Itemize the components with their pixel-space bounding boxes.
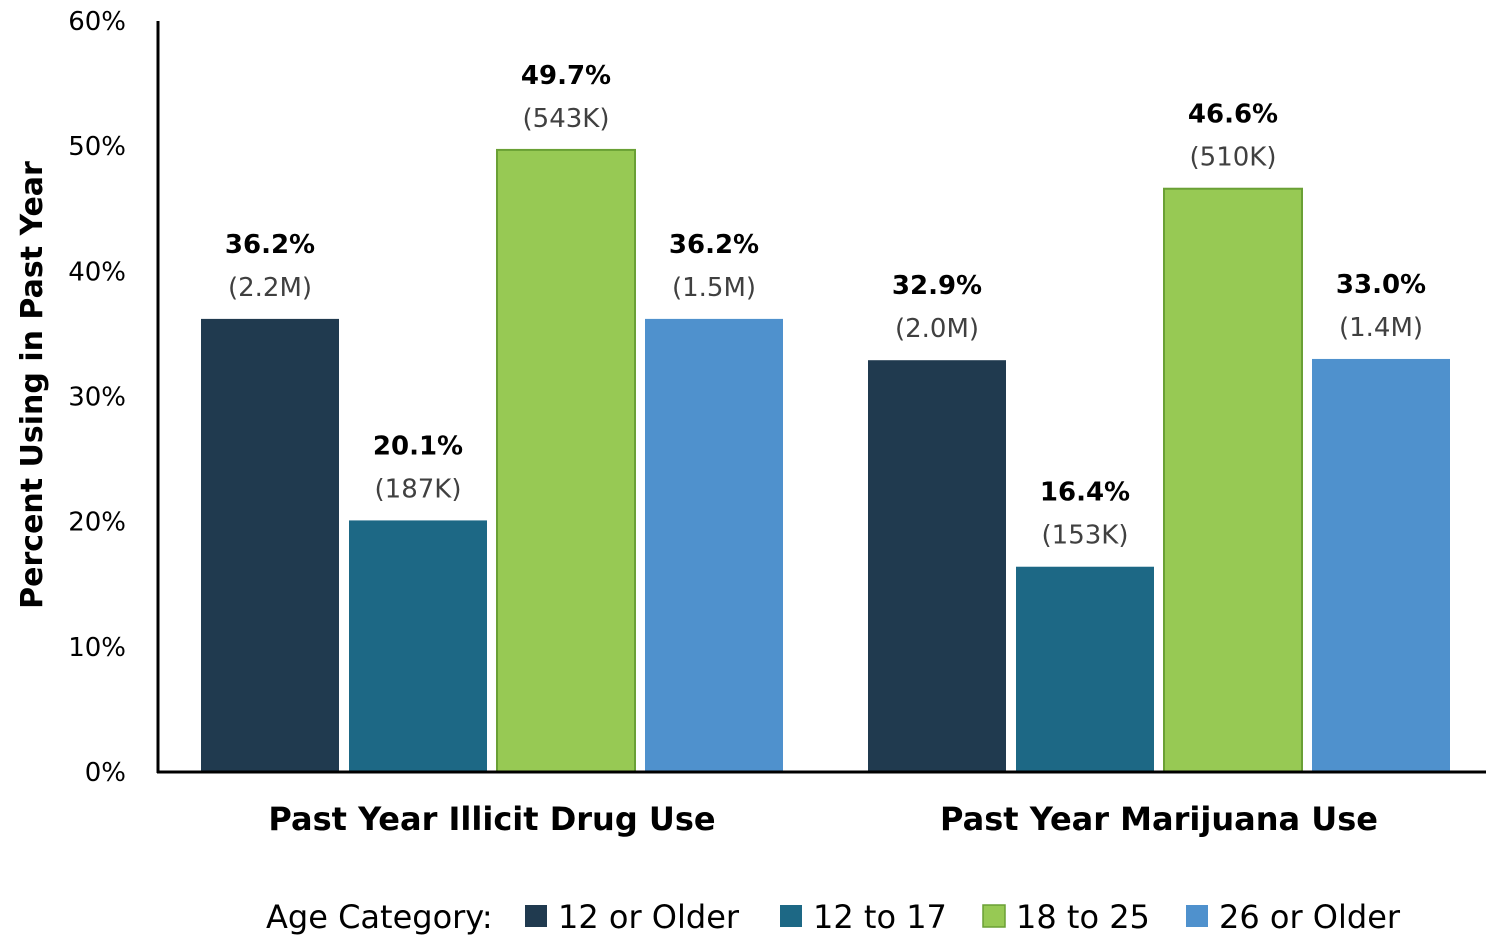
bar-count-label: (153K)	[1042, 521, 1129, 551]
y-tick-label: 50%	[68, 132, 126, 162]
legend-item: 12 or Older	[525, 898, 740, 936]
bar-count-label: (1.4M)	[1339, 313, 1423, 343]
bar	[645, 318, 783, 772]
legend-item: 12 to 17	[780, 898, 947, 936]
legend: Age Category: 12 or Older 12 to 17 18 to 2…	[266, 898, 1401, 936]
bar-value-label: 36.2%	[225, 230, 315, 260]
bar-count-label: (543K)	[523, 104, 610, 134]
bar-value-label: 20.1%	[373, 431, 463, 461]
legend-label: 12 or Older	[558, 898, 740, 936]
y-axis-label: Percent Using in Past Year	[15, 161, 50, 609]
bar-value-label: 33.0%	[1336, 270, 1426, 300]
legend-item: 18 to 25	[982, 898, 1150, 936]
legend-label: 12 to 17	[813, 898, 947, 936]
bar	[349, 520, 487, 772]
bar-value-label: 36.2%	[669, 230, 759, 260]
y-tick-label: 20%	[68, 508, 126, 538]
bar-value-label: 32.9%	[892, 271, 982, 301]
legend-swatch	[982, 904, 1006, 928]
bar	[1312, 358, 1450, 772]
y-tick-label: 60%	[68, 7, 126, 37]
legend-label: 26 or Older	[1219, 898, 1401, 936]
legend-swatch	[780, 905, 802, 927]
bar-value-label: 46.6%	[1188, 100, 1278, 130]
bar	[201, 318, 339, 772]
y-tick-label: 40%	[68, 257, 126, 287]
y-tick-label: 10%	[68, 633, 126, 663]
x-axis-categories: Past Year Illicit Drug Use Past Year Mari…	[268, 800, 1378, 838]
legend-swatch	[525, 905, 547, 927]
bar-count-label: (2.0M)	[895, 314, 979, 344]
bar	[1163, 187, 1303, 773]
legend-item: 26 or Older	[1186, 898, 1401, 936]
x-category-label: Past Year Illicit Drug Use	[268, 800, 715, 838]
y-tick-label: 0%	[85, 758, 126, 788]
bar	[496, 148, 636, 773]
x-category-label: Past Year Marijuana Use	[940, 800, 1378, 838]
bar	[1016, 566, 1154, 772]
legend-swatch	[1186, 905, 1208, 927]
legend-label: 18 to 25	[1016, 898, 1150, 936]
bar-count-label: (2.2M)	[228, 273, 312, 303]
bar-value-label: 16.4%	[1040, 478, 1130, 508]
bar-value-label: 49.7%	[521, 61, 611, 91]
legend-title: Age Category:	[266, 898, 493, 936]
y-tick-label: 30%	[68, 383, 126, 413]
data-labels: 36.2% (2.2M) 20.1% (187K) 49.7% (543K) 36.2% (1…	[225, 61, 1426, 551]
bar-count-label: (1.5M)	[672, 273, 756, 303]
bars	[201, 148, 1450, 773]
y-axis-ticks: 0% 10% 20% 30% 40% 50% 60%	[68, 7, 126, 788]
bar	[868, 360, 1006, 772]
bar-count-label: (187K)	[375, 474, 462, 504]
bar-count-label: (510K)	[1190, 143, 1277, 173]
